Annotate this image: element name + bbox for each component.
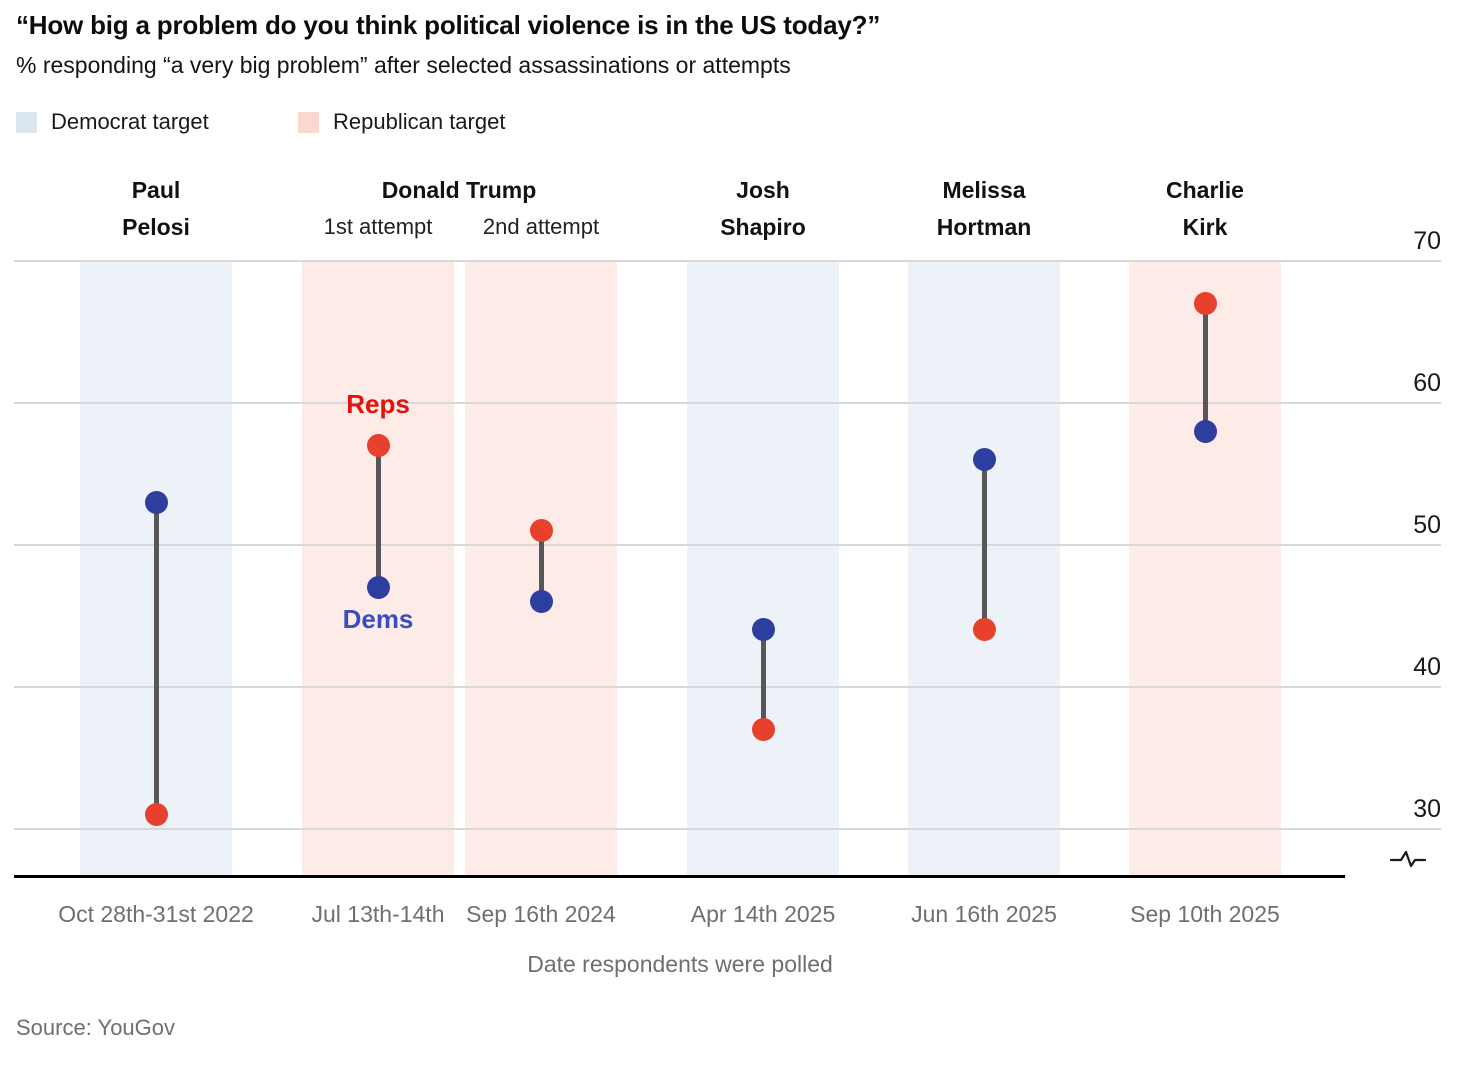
column-subheader: 1st attempt xyxy=(323,214,433,239)
dem-dot xyxy=(144,490,168,514)
dem-dot xyxy=(529,590,553,614)
column-subheader: 2nd attempt xyxy=(482,214,600,239)
legend-item-democrat: Democrat target xyxy=(16,109,209,134)
y-tick-label: 40 xyxy=(1413,652,1441,681)
column-header-line2: Pelosi xyxy=(122,214,190,240)
date-label: Oct 28th-31st 2022 xyxy=(58,901,254,927)
chart-title: “How big a problem do you think politica… xyxy=(16,10,881,40)
date-label: Apr 14th 2025 xyxy=(690,901,836,927)
dumbbell-connector xyxy=(1202,303,1208,431)
rep-dot xyxy=(751,717,775,741)
column-header-line1: Josh xyxy=(736,177,790,203)
rep-dot xyxy=(972,618,996,642)
column-header-line1: Paul xyxy=(131,177,181,203)
republican-target-swatch xyxy=(298,111,319,133)
y-tick-label: 50 xyxy=(1413,510,1441,539)
axis-break-icon xyxy=(1389,849,1427,869)
gridline xyxy=(14,827,1441,830)
rep-dot xyxy=(529,518,553,542)
date-label: Sep 16th 2024 xyxy=(466,901,616,927)
column-band-democrat xyxy=(687,260,839,876)
reps-annotation: Reps xyxy=(346,389,410,420)
column-header-line1: Charlie xyxy=(1166,177,1244,203)
dem-dot xyxy=(1193,419,1217,443)
column-header-line2: Hortman xyxy=(936,214,1032,240)
rep-dot xyxy=(1193,291,1217,315)
legend-item-republican: Republican target xyxy=(298,109,506,134)
legend-label: Democrat target xyxy=(51,109,209,134)
dem-dot xyxy=(751,618,775,642)
date-label: Jul 13th-14th xyxy=(311,901,445,927)
column-header-line2: Kirk xyxy=(1182,214,1228,240)
gridline xyxy=(14,401,1441,404)
dumbbell-connector xyxy=(538,530,544,602)
rep-dot xyxy=(366,433,390,457)
x-axis-line xyxy=(14,875,1345,878)
dumbbell-connector xyxy=(375,445,381,588)
chart-subtitle: % responding “a very big problem” after … xyxy=(16,52,791,78)
gridline xyxy=(14,259,1441,262)
date-label: Jun 16th 2025 xyxy=(911,901,1057,927)
column-header-line2: Shapiro xyxy=(720,214,806,240)
dumbbell-connector xyxy=(760,629,766,730)
y-tick-label: 30 xyxy=(1413,794,1441,823)
dumbbell-connector xyxy=(153,502,159,815)
dem-dot xyxy=(366,575,390,599)
y-tick-label: 70 xyxy=(1413,226,1441,255)
date-label: Sep 10th 2025 xyxy=(1130,901,1280,927)
rep-dot xyxy=(144,803,168,827)
y-tick-label: 60 xyxy=(1413,368,1441,397)
legend-label: Republican target xyxy=(333,109,506,134)
democrat-target-swatch xyxy=(16,111,37,133)
column-header-line1: Melissa xyxy=(942,177,1026,203)
x-axis-title: Date respondents were polled xyxy=(527,951,833,977)
source-note: Source: YouGov xyxy=(16,1015,176,1040)
gridline xyxy=(14,685,1441,688)
dems-annotation: Dems xyxy=(342,604,414,635)
dumbbell-connector xyxy=(981,459,987,630)
dem-dot xyxy=(972,447,996,471)
column-group-header: Donald Trump xyxy=(381,177,537,203)
gridline xyxy=(14,543,1441,546)
